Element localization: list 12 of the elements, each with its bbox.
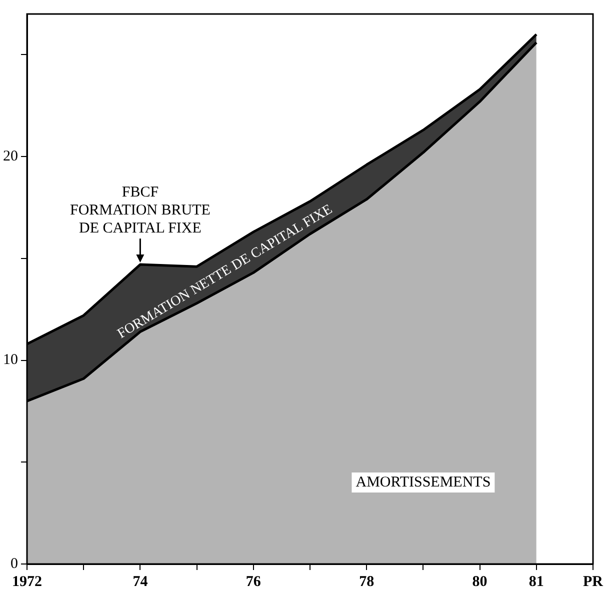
x-tick-label: 78 — [359, 574, 374, 590]
x-tick-label: 80 — [472, 574, 488, 590]
y-tick-label: 20 — [3, 148, 18, 165]
y-tick-label: 0 — [10, 556, 18, 572]
y-tick-label: 10 — [3, 352, 18, 368]
x-tick-label: 74 — [132, 574, 148, 590]
annotation: FBCF FORMATION BRUTE DE CAPITAL FIXE — [70, 184, 210, 237]
x-tick-label: 1972 — [12, 574, 42, 590]
x-tick-label: 76 — [246, 574, 262, 590]
series-label: AMORTISSEMENTS — [356, 474, 491, 490]
x-tick-label: PR — [583, 574, 604, 590]
x-tick-label: 81 — [528, 574, 544, 590]
